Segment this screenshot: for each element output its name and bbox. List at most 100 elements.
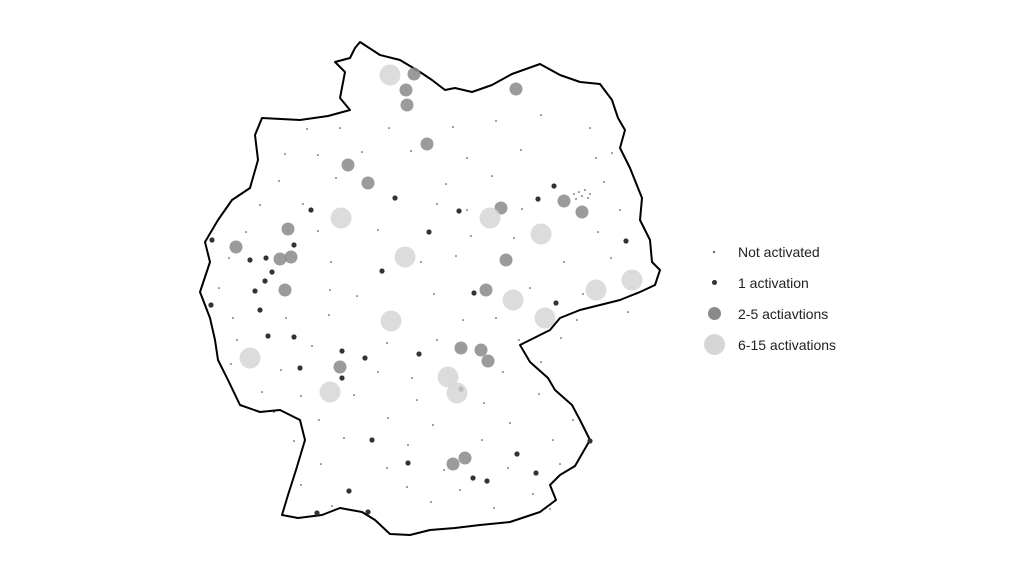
station-dot-none bbox=[387, 417, 389, 419]
station-dot-one bbox=[392, 195, 398, 201]
station-dot-many bbox=[379, 64, 401, 86]
station-dot-none bbox=[433, 293, 435, 295]
station-dot-none bbox=[587, 197, 589, 199]
station-dot-few bbox=[557, 194, 571, 208]
station-dot-one bbox=[362, 355, 368, 361]
station-dot-few bbox=[407, 67, 421, 81]
station-dot-none bbox=[353, 394, 355, 396]
station-dot-none bbox=[377, 371, 379, 373]
station-dot-few bbox=[575, 205, 589, 219]
station-dot-none bbox=[320, 463, 322, 465]
station-dot-none bbox=[466, 157, 468, 159]
station-dot-one bbox=[416, 351, 422, 357]
station-dot-one bbox=[405, 460, 411, 466]
station-dot-none bbox=[491, 175, 493, 177]
station-dot-none bbox=[361, 151, 363, 153]
station-dot-none bbox=[377, 229, 379, 231]
station-dot-none bbox=[245, 231, 247, 233]
station-dot-none bbox=[218, 287, 220, 289]
station-dot-none bbox=[329, 289, 331, 291]
station-dot-none bbox=[280, 369, 282, 371]
station-dot-none bbox=[560, 337, 562, 339]
station-dot-none bbox=[285, 317, 287, 319]
station-dot-none bbox=[455, 255, 457, 257]
station-dot-none bbox=[552, 439, 554, 441]
station-dot-none bbox=[284, 153, 286, 155]
station-dot-one bbox=[456, 208, 462, 214]
station-dot-none bbox=[406, 486, 408, 488]
station-dot-none bbox=[470, 235, 472, 237]
station-dot-many bbox=[479, 207, 501, 229]
station-dot-none bbox=[328, 314, 330, 316]
dot-symbol-large bbox=[703, 334, 725, 355]
station-dot-few bbox=[458, 451, 472, 465]
station-dot-one bbox=[339, 375, 345, 381]
station-dot-none bbox=[627, 311, 629, 313]
station-dot-one bbox=[514, 451, 520, 457]
station-dot-none bbox=[578, 191, 580, 193]
station-dot-one bbox=[297, 365, 303, 371]
station-dot-none bbox=[507, 467, 509, 469]
station-dot-none bbox=[513, 237, 515, 239]
station-dot-many bbox=[394, 246, 416, 268]
station-dot-few bbox=[400, 98, 414, 112]
station-dot-one bbox=[291, 242, 297, 248]
station-dot-one bbox=[426, 229, 432, 235]
station-dot-one bbox=[551, 183, 557, 189]
station-dot-one bbox=[470, 475, 476, 481]
station-dot-none bbox=[521, 208, 523, 210]
station-dot-none bbox=[330, 261, 332, 263]
station-dot-none bbox=[538, 393, 540, 395]
station-dot-one bbox=[379, 268, 385, 274]
station-dot-many bbox=[534, 307, 556, 329]
station-dot-few bbox=[361, 176, 375, 190]
station-dot-none bbox=[532, 493, 534, 495]
station-dot-none bbox=[293, 440, 295, 442]
station-dot-one bbox=[484, 478, 490, 484]
station-dot-none bbox=[228, 257, 230, 259]
station-dot-none bbox=[318, 419, 320, 421]
station-dot-none bbox=[236, 339, 238, 341]
station-dot-none bbox=[339, 127, 341, 129]
station-dot-few bbox=[273, 252, 287, 266]
station-dot-none bbox=[432, 424, 434, 426]
station-dot-few bbox=[481, 354, 495, 368]
legend-item-not-activated: Not activated bbox=[698, 236, 898, 267]
station-dot-none bbox=[388, 127, 390, 129]
station-dot-none bbox=[563, 261, 565, 263]
station-dot-none bbox=[331, 505, 333, 507]
station-dot-none bbox=[445, 183, 447, 185]
station-dot-none bbox=[416, 399, 418, 401]
station-dot-none bbox=[306, 128, 308, 130]
station-dot-none bbox=[483, 402, 485, 404]
station-dot-many bbox=[380, 310, 402, 332]
layer-not-activated bbox=[218, 114, 629, 510]
station-dot-one bbox=[533, 470, 539, 476]
station-dot-none bbox=[520, 149, 522, 151]
station-dot-few bbox=[479, 283, 493, 297]
station-dot-none bbox=[300, 484, 302, 486]
station-dot-none bbox=[302, 203, 304, 205]
station-dot-one bbox=[265, 333, 271, 339]
station-dot-few bbox=[333, 360, 347, 374]
legend-item-2-5-activations: 2-5 actiavtions bbox=[698, 298, 898, 329]
germany-outline bbox=[199, 41, 661, 536]
station-dot-one bbox=[263, 255, 269, 261]
station-dot-few bbox=[474, 343, 488, 357]
station-dot-one bbox=[209, 237, 215, 243]
station-dot-none bbox=[259, 204, 261, 206]
station-dot-none bbox=[481, 439, 483, 441]
station-dot-none bbox=[581, 195, 583, 197]
station-dot-none bbox=[495, 317, 497, 319]
station-dot-none bbox=[611, 152, 613, 154]
station-dot-none bbox=[603, 181, 605, 183]
station-dot-one bbox=[262, 278, 268, 284]
station-dot-few bbox=[278, 283, 292, 297]
station-dot-one bbox=[208, 302, 214, 308]
layer-2-5-activations bbox=[229, 67, 589, 471]
station-dot-none bbox=[509, 422, 511, 424]
station-dot-one bbox=[252, 288, 258, 294]
station-dot-none bbox=[493, 507, 495, 509]
station-dot-none bbox=[540, 361, 542, 363]
station-dot-many bbox=[330, 207, 352, 229]
